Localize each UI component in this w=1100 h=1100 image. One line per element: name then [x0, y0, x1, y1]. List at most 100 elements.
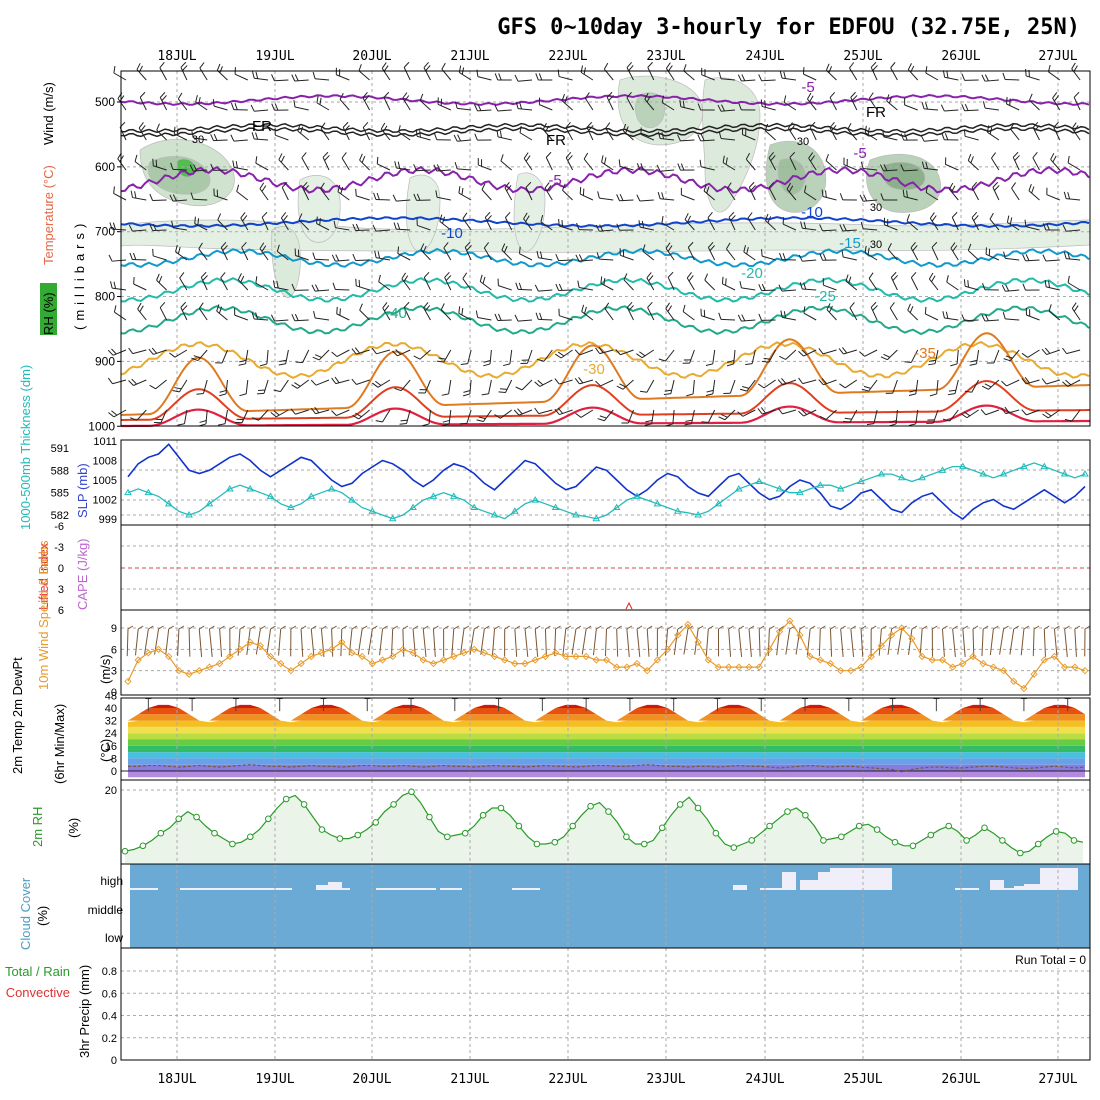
- thickness-marker: [755, 477, 764, 484]
- wind-barb-feather: [801, 349, 808, 355]
- wind-speed-marker: [1050, 652, 1059, 661]
- wind-barb-feather: [134, 154, 138, 162]
- wind-barb-feather: [872, 305, 878, 311]
- wind-barb: [278, 159, 289, 171]
- wind-barb-feather: [967, 280, 969, 288]
- wind-barb: [868, 278, 878, 291]
- wind-barb-feather: [1021, 377, 1027, 385]
- wind-barb: [884, 224, 898, 231]
- wind-barb: [844, 379, 858, 389]
- wind-barb-feather: [1031, 186, 1035, 194]
- wind-barb-feather: [415, 129, 418, 137]
- wind-barb-feather: [169, 352, 176, 358]
- wind-barb-feather: [761, 249, 763, 257]
- wind-barb-feather: [619, 193, 624, 201]
- wind-barb-feather: [779, 355, 786, 360]
- wind-barb: [707, 217, 716, 231]
- surface-wind-barb: [694, 628, 699, 655]
- wind-barb-feather: [588, 125, 594, 131]
- wind-barb-feather: [494, 414, 501, 419]
- wind-barb-feather: [210, 163, 214, 171]
- wind-barb-feather: [803, 185, 807, 193]
- wind-barb: [497, 109, 512, 112]
- wind-speed-marker: [195, 667, 203, 675]
- wind-barb-feather: [1041, 348, 1047, 355]
- wind-barb-feather: [728, 211, 735, 218]
- wind-barb-feather: [271, 103, 275, 111]
- wind-barb-feather: [887, 243, 892, 250]
- wind-barb: [1066, 258, 1081, 261]
- wind-barb: [335, 288, 350, 291]
- wind-barb-feather: [558, 283, 563, 291]
- wind-barb-feather: [270, 314, 275, 322]
- wind-barb: [967, 250, 979, 261]
- wind-barb-feather: [462, 393, 470, 397]
- wind-barb: [680, 106, 695, 111]
- thickness-tick-label: 582: [51, 510, 69, 522]
- surface-wind-feather: [596, 625, 602, 630]
- surface-wind-barb: [818, 628, 821, 657]
- wind-barb-feather: [597, 191, 600, 199]
- wind-barb-feather: [803, 306, 806, 314]
- wind-barb: [903, 169, 918, 172]
- wind-barb-feather: [161, 95, 167, 101]
- rh-marker: [497, 804, 505, 812]
- wind-barb: [746, 379, 756, 392]
- wind-barb: [808, 157, 817, 171]
- surface-wind-feather: [738, 625, 745, 630]
- wind-barb-feather: [906, 214, 910, 221]
- rh-panel: 20 2m RH (%): [30, 779, 1091, 865]
- wind-barb-feather: [684, 423, 692, 426]
- wind-barb: [523, 218, 533, 231]
- wind-barb-feather: [615, 349, 621, 356]
- wind-barb-feather: [159, 301, 166, 308]
- wind-barb: [518, 319, 533, 322]
- wind-barb-feather: [177, 92, 183, 100]
- wind-barb-feather: [595, 380, 601, 387]
- wind-barb-feather: [562, 183, 566, 191]
- wind-barb: [1047, 409, 1061, 419]
- surface-wind-feather: [534, 625, 541, 630]
- rh-marker: [1017, 849, 1024, 857]
- wind-barb-feather: [240, 275, 245, 283]
- wind-barb-feather: [481, 183, 486, 190]
- thickness-marker: [877, 470, 886, 477]
- surface-wind-barb: [177, 628, 180, 656]
- wind-barb-feather: [220, 241, 227, 248]
- wind-barb: [483, 409, 492, 422]
- wind-barb-feather: [658, 358, 666, 362]
- wind-barb-feather: [706, 389, 714, 393]
- thickness-marker: [714, 499, 723, 507]
- contour-label: -30: [583, 361, 605, 378]
- wind-barb-feather: [191, 357, 199, 362]
- wind-barb-feather: [290, 408, 296, 415]
- wind-barb-feather: [134, 191, 137, 199]
- wind-speed-marker: [215, 659, 224, 668]
- wind-barb: [179, 277, 188, 291]
- wind-barb-feather: [1042, 413, 1049, 419]
- surface-wind-feather: [677, 625, 684, 630]
- wind-barb-feather: [848, 276, 852, 284]
- wind-barb-feather: [382, 125, 388, 132]
- wind-barb-feather: [261, 245, 267, 252]
- wind-barb-feather: [397, 161, 401, 169]
- wind-barb: [681, 194, 695, 201]
- wind-barb: [245, 349, 249, 364]
- wind-barb: [600, 379, 614, 387]
- wind-barb-feather: [372, 382, 379, 388]
- wind-barb-feather: [1041, 378, 1047, 385]
- wind-barb-feather: [761, 283, 766, 291]
- wind-barb-feather: [537, 379, 544, 386]
- wind-barb-feather: [623, 273, 628, 281]
- wind-barb-feather: [598, 346, 604, 354]
- wind-barb: [275, 409, 289, 418]
- wind-barb-feather: [603, 157, 607, 165]
- wind-barb-feather: [679, 99, 682, 107]
- wind-barb: [985, 253, 1000, 261]
- wind-speed-marker: [786, 617, 794, 625]
- wind-barb-feather: [383, 91, 390, 98]
- wind-barb-feather: [378, 274, 381, 282]
- wind-barb-feather: [255, 312, 259, 320]
- surface-wind-barb: [310, 628, 315, 657]
- wind-barb-feather: [849, 302, 855, 309]
